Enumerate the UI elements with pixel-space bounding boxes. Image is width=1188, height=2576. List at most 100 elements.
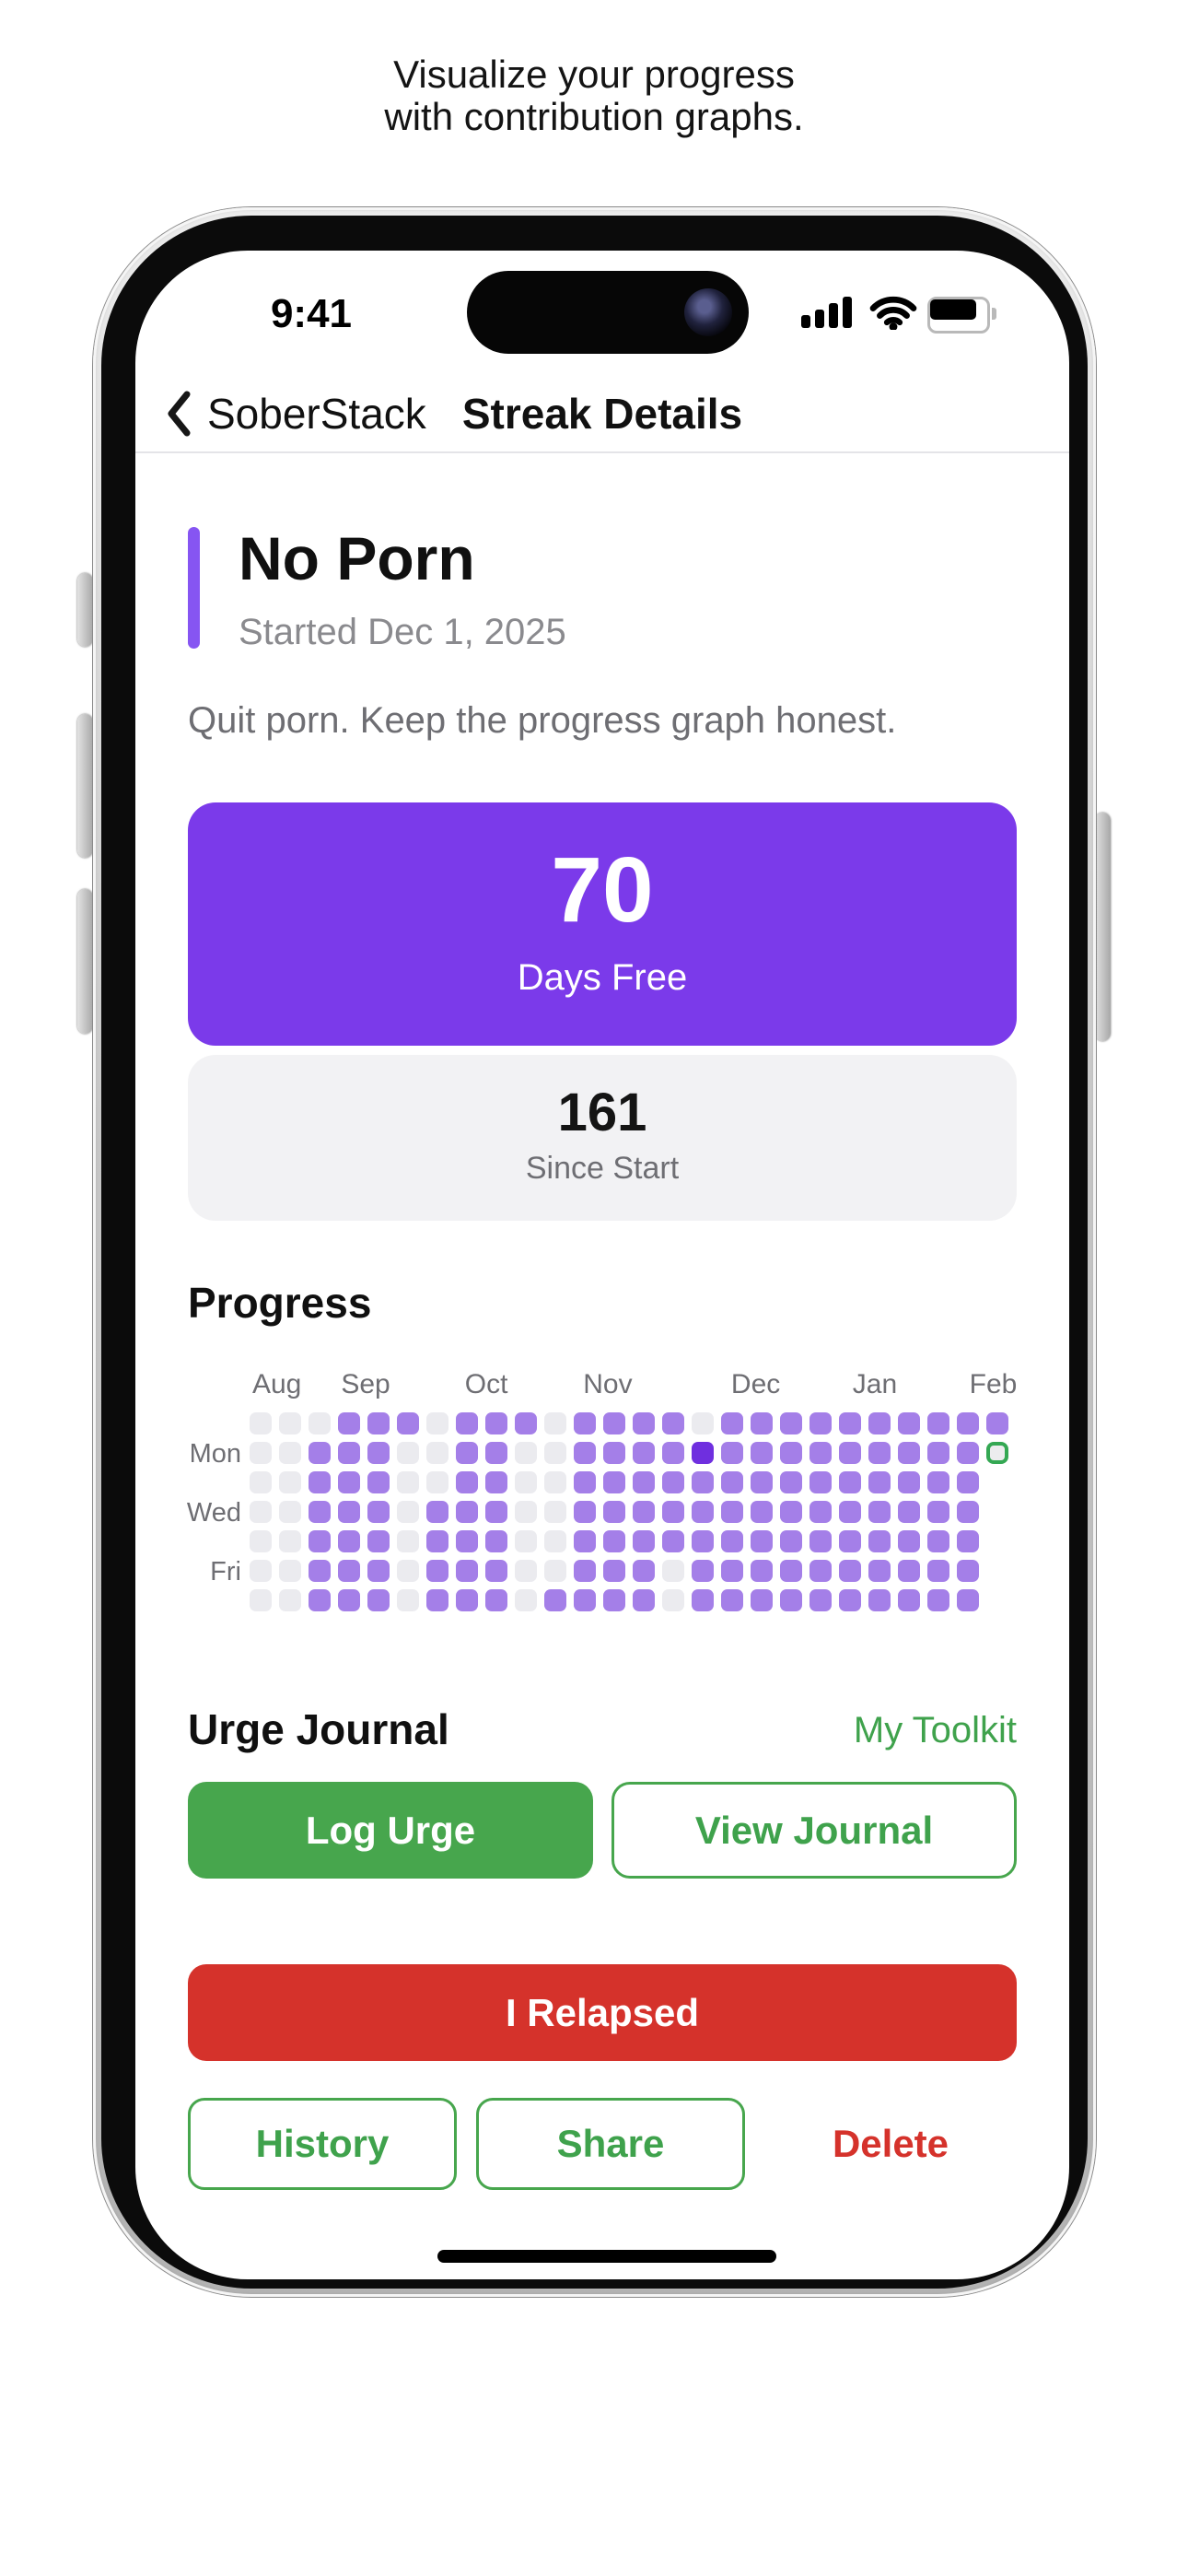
day-cell[interactable] [544,1560,566,1582]
day-cell[interactable] [751,1501,773,1523]
relapsed-button[interactable]: I Relapsed [188,1964,1017,2061]
day-cell[interactable] [927,1560,949,1582]
day-cell[interactable] [544,1442,566,1464]
day-cell[interactable] [809,1501,832,1523]
day-cell[interactable] [309,1501,331,1523]
day-cell[interactable] [309,1589,331,1611]
day-cell[interactable] [485,1471,507,1493]
day-cell[interactable] [309,1442,331,1464]
day-cell[interactable] [574,1589,596,1611]
day-cell[interactable] [868,1560,891,1582]
day-cell[interactable] [456,1471,478,1493]
day-cell[interactable] [751,1471,773,1493]
day-cell[interactable] [662,1560,684,1582]
day-cell[interactable] [839,1412,861,1434]
day-cell[interactable] [426,1412,448,1434]
day-cell[interactable] [515,1560,537,1582]
back-chevron-icon[interactable] [167,391,191,437]
day-cell[interactable] [721,1442,743,1464]
day-cell[interactable] [250,1501,272,1523]
day-cell[interactable] [456,1501,478,1523]
day-cell[interactable] [309,1560,331,1582]
day-cell[interactable] [868,1530,891,1552]
day-cell[interactable] [957,1442,979,1464]
day-cell[interactable] [485,1412,507,1434]
day-cell[interactable] [662,1530,684,1552]
my-toolkit-link[interactable]: My Toolkit [853,1710,1017,1751]
day-cell[interactable] [692,1530,714,1552]
day-cell[interactable] [279,1412,301,1434]
day-cell[interactable] [633,1501,655,1523]
day-cell[interactable] [250,1560,272,1582]
day-cell[interactable] [780,1501,802,1523]
day-cell[interactable] [456,1560,478,1582]
day-cell[interactable] [751,1412,773,1434]
day-cell[interactable] [338,1442,360,1464]
day-cell[interactable] [397,1471,419,1493]
day-cell[interactable] [751,1530,773,1552]
day-cell[interactable] [426,1589,448,1611]
day-cell[interactable] [397,1501,419,1523]
day-cell[interactable] [868,1589,891,1611]
day-cell[interactable] [367,1589,390,1611]
day-cell[interactable] [721,1560,743,1582]
day-cell[interactable] [250,1471,272,1493]
day-cell[interactable] [957,1412,979,1434]
day-cell[interactable] [515,1530,537,1552]
day-cell[interactable] [367,1442,390,1464]
home-indicator[interactable] [437,2250,776,2263]
day-cell[interactable] [780,1442,802,1464]
day-cell[interactable] [927,1471,949,1493]
day-cell[interactable] [603,1442,625,1464]
day-cell[interactable] [692,1412,714,1434]
day-cell[interactable] [751,1589,773,1611]
day-cell[interactable] [603,1471,625,1493]
day-cell[interactable] [574,1412,596,1434]
day-cell[interactable] [603,1560,625,1582]
day-cell[interactable] [692,1501,714,1523]
day-cell[interactable] [426,1560,448,1582]
nav-back-button[interactable]: SoberStack [207,390,426,438]
day-cell[interactable] [662,1471,684,1493]
day-cell[interactable] [603,1589,625,1611]
day-cell[interactable] [957,1560,979,1582]
day-cell[interactable] [367,1501,390,1523]
day-cell[interactable] [957,1471,979,1493]
day-cell[interactable] [485,1501,507,1523]
day-cell[interactable] [868,1471,891,1493]
day-cell[interactable] [839,1530,861,1552]
day-cell[interactable] [662,1501,684,1523]
day-cell[interactable] [544,1501,566,1523]
day-cell[interactable] [898,1412,920,1434]
day-cell[interactable] [898,1471,920,1493]
day-cell[interactable] [868,1412,891,1434]
day-cell[interactable] [456,1442,478,1464]
day-cell[interactable] [250,1589,272,1611]
day-cell[interactable] [367,1560,390,1582]
day-cell[interactable] [309,1530,331,1552]
day-cell[interactable] [839,1442,861,1464]
day-cell[interactable] [898,1442,920,1464]
day-cell[interactable] [367,1412,390,1434]
day-cell[interactable] [898,1530,920,1552]
day-cell[interactable] [426,1530,448,1552]
day-cell[interactable] [485,1589,507,1611]
day-cell[interactable] [721,1530,743,1552]
day-cell[interactable] [692,1560,714,1582]
day-cell[interactable] [898,1501,920,1523]
day-cell[interactable] [309,1471,331,1493]
day-cell[interactable] [426,1501,448,1523]
day-cell[interactable] [809,1471,832,1493]
day-cell[interactable] [692,1442,714,1464]
day-cell[interactable] [603,1530,625,1552]
day-cell[interactable] [544,1471,566,1493]
day-cell[interactable] [780,1530,802,1552]
day-cell[interactable] [338,1471,360,1493]
day-cell[interactable] [250,1530,272,1552]
day-cell[interactable] [927,1530,949,1552]
day-cell[interactable] [544,1589,566,1611]
day-cell[interactable] [633,1442,655,1464]
day-cell[interactable] [309,1412,331,1434]
day-cell[interactable] [574,1471,596,1493]
log-urge-button[interactable]: Log Urge [188,1782,593,1879]
